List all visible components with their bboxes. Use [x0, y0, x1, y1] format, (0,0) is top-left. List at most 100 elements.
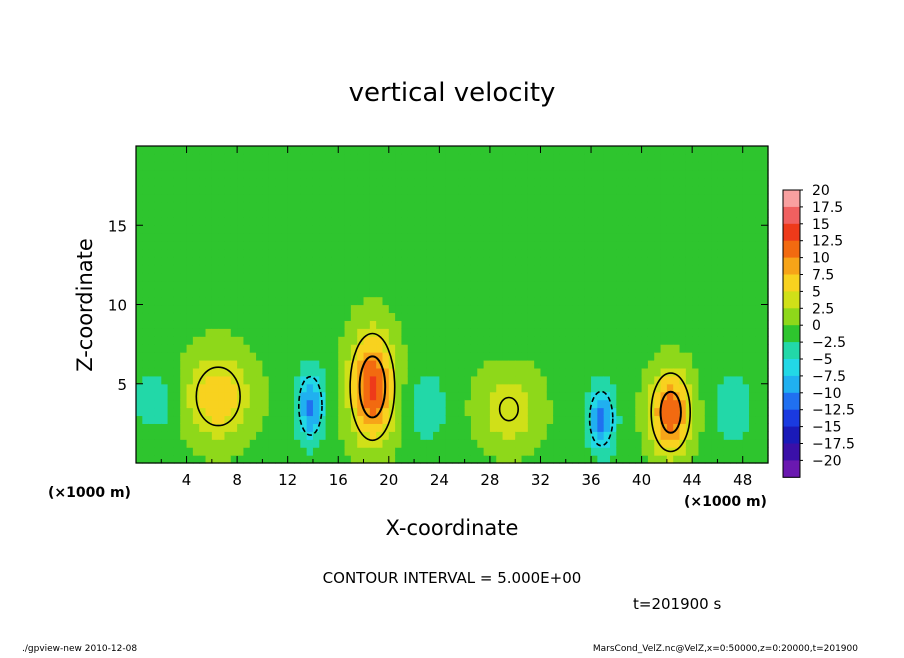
heatmap-cell — [666, 280, 674, 290]
heatmap-cell — [306, 399, 314, 409]
heatmap-cell — [470, 328, 478, 337]
heatmap-cell — [704, 177, 712, 187]
heatmap-cell — [628, 161, 636, 171]
heatmap-cell — [388, 185, 396, 195]
heatmap-cell — [382, 407, 390, 417]
heatmap-cell — [376, 367, 384, 377]
heatmap-cell — [572, 146, 579, 155]
heatmap-cell — [660, 201, 668, 211]
heatmap-cell — [711, 407, 719, 417]
heatmap-cell — [698, 193, 706, 203]
heatmap-cell — [616, 304, 624, 314]
heatmap-cell — [439, 185, 447, 195]
heatmap-cell — [281, 249, 289, 258]
heatmap-cell — [742, 328, 750, 337]
heatmap-cell — [717, 280, 725, 290]
heatmap-cell — [591, 431, 598, 440]
heatmap-cell — [350, 185, 358, 195]
heatmap-cell — [628, 201, 636, 211]
heatmap-cell — [692, 344, 700, 353]
heatmap-cell — [395, 344, 403, 353]
heatmap-cell — [426, 328, 434, 337]
heatmap-cell — [426, 423, 434, 432]
heatmap-cell — [350, 264, 358, 274]
heatmap-cell — [565, 447, 573, 456]
heatmap-cell — [180, 249, 188, 258]
heatmap-cell — [376, 328, 384, 337]
heatmap-cell — [439, 296, 447, 306]
heatmap-cell — [243, 288, 251, 298]
heatmap-cell — [256, 288, 263, 298]
heatmap-cell — [477, 241, 485, 250]
heatmap-cell — [148, 217, 156, 226]
heatmap-cell — [382, 320, 390, 329]
heatmap-cell — [527, 328, 535, 337]
heatmap-cell — [173, 391, 181, 401]
heatmap-cell — [224, 312, 232, 321]
heatmap-cell — [610, 161, 617, 171]
heatmap-cell — [647, 233, 655, 242]
heatmap-cell — [521, 415, 529, 424]
heatmap-cell — [376, 209, 384, 218]
heatmap-cell — [300, 169, 308, 179]
heatmap-cell — [597, 383, 605, 393]
heatmap-cell — [483, 447, 491, 456]
heatmap-cell — [489, 439, 497, 448]
heatmap-cell — [546, 359, 554, 369]
heatmap-cell — [407, 383, 415, 393]
heatmap-cell — [502, 146, 510, 155]
heatmap-cell — [350, 272, 358, 282]
heatmap-cell — [578, 146, 586, 155]
heatmap-cell — [294, 367, 301, 377]
heatmap-cell — [426, 431, 434, 440]
heatmap-cell — [647, 375, 655, 385]
heatmap-cell — [268, 288, 276, 298]
heatmap-cell — [420, 217, 428, 226]
heatmap-cell — [445, 153, 453, 163]
heatmap-cell — [508, 161, 516, 171]
heatmap-cell — [578, 431, 586, 440]
heatmap-cell — [224, 280, 232, 290]
heatmap-cell — [218, 359, 226, 369]
heatmap-cell — [761, 336, 769, 345]
heatmap-cell — [603, 431, 611, 440]
heatmap-cell — [136, 272, 143, 282]
heatmap-cell — [331, 264, 339, 274]
heatmap-cell — [742, 439, 750, 448]
heatmap-cell — [319, 217, 327, 226]
heatmap-cell — [660, 447, 668, 456]
heatmap-cell — [281, 407, 289, 417]
heatmap-cell — [553, 447, 561, 456]
heatmap-cell — [445, 296, 453, 306]
heatmap-cell — [489, 359, 497, 369]
heatmap-cell — [711, 320, 719, 329]
heatmap-cell — [369, 249, 377, 258]
heatmap-cell — [572, 304, 579, 314]
heatmap-cell — [761, 423, 769, 432]
heatmap-cell — [414, 146, 421, 155]
heatmap-cell — [331, 272, 339, 282]
heatmap-cell — [736, 146, 744, 155]
heatmap-cell — [483, 153, 491, 163]
heatmap-cell — [673, 233, 681, 242]
heatmap-cell — [717, 256, 725, 266]
heatmap-cell — [376, 193, 384, 203]
heatmap-cell — [730, 288, 737, 298]
heatmap-cell — [382, 336, 390, 345]
heatmap-cell — [230, 217, 238, 226]
heatmap-cell — [281, 336, 289, 345]
heatmap-cell — [647, 367, 655, 377]
heatmap-cell — [622, 161, 630, 171]
heatmap-cell — [673, 359, 681, 369]
heatmap-cell — [534, 336, 542, 345]
colorbar: 2017.51512.5107.552.50−2.5−5−7.5−10−12.5… — [782, 183, 855, 478]
heatmap-cell — [300, 146, 308, 155]
heatmap-cell — [685, 312, 693, 321]
heatmap-cell — [136, 153, 143, 163]
heatmap-cell — [319, 455, 327, 464]
heatmap-cell — [591, 185, 598, 195]
heatmap-cell — [755, 153, 763, 163]
heatmap-cell — [578, 383, 586, 393]
heatmap-cell — [597, 249, 605, 258]
